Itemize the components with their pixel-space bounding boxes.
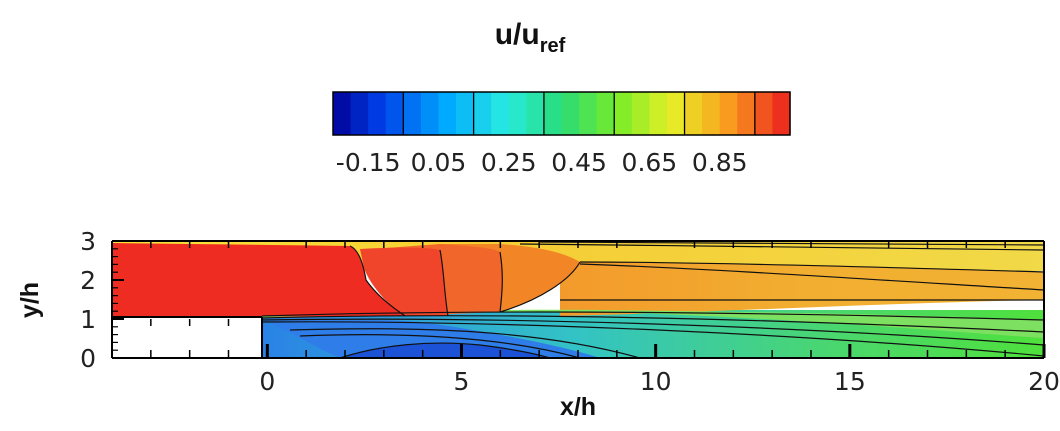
colorbar-band	[368, 92, 387, 135]
y-tick-label: 3	[80, 227, 96, 256]
shear-layer-region	[262, 309, 1044, 338]
colorbar-band	[614, 92, 633, 135]
colorbar-tick-label: 0.45	[551, 148, 607, 177]
core-band-1-region	[360, 247, 448, 316]
colorbar-band	[473, 92, 492, 135]
colorbar-band	[350, 92, 369, 135]
contour-lines	[261, 241, 1044, 358]
colorbar-band	[684, 92, 703, 135]
colorbar-band	[631, 92, 650, 135]
colorbar-band	[772, 92, 791, 135]
colorbar-band	[438, 92, 457, 135]
colorbar-tick-label: 0.65	[622, 148, 678, 177]
colorbar-band	[403, 92, 422, 135]
colorbar-band	[754, 92, 774, 135]
colorbar-band	[719, 92, 738, 135]
downstream-core-region	[560, 262, 1044, 316]
colorbar-bands	[333, 92, 791, 135]
colorbar-band	[579, 92, 598, 135]
y-tick-label: 2	[80, 266, 96, 295]
colorbar-frame	[332, 91, 791, 136]
colorbar-band	[702, 92, 721, 135]
x-tick-label: 0	[259, 367, 275, 396]
x-tick-label: 5	[454, 367, 470, 396]
chart-title: u/uref	[495, 18, 566, 57]
colorbar-band	[543, 92, 563, 135]
colorbar-band	[420, 92, 440, 135]
chart-title-subscript: ref	[540, 35, 566, 57]
x-tick-label: 15	[834, 367, 866, 396]
colorbar-band	[649, 92, 668, 135]
axes: 0 5 10 15 20 0 1 2 3	[80, 227, 1060, 396]
colorbar-tick-label: 0.85	[692, 148, 748, 177]
x-tick-label: 20	[1028, 367, 1060, 396]
x-tick-label: 10	[640, 367, 672, 396]
colorbar-band	[526, 92, 545, 135]
y-axis-label: y/h	[16, 282, 44, 318]
colorbar-band	[385, 92, 404, 135]
colorbar-tick-labels: -0.15 0.05 0.25 0.45 0.65 0.85	[336, 148, 748, 177]
plot-area	[112, 241, 1044, 358]
colorbar-band	[508, 92, 527, 135]
x-axis-label: x/h	[560, 393, 596, 421]
colorbar-tick-label: -0.15	[336, 148, 401, 177]
colorbar-band	[456, 92, 475, 135]
backward-facing-step	[112, 318, 262, 358]
colorbar-tick-label: 0.05	[411, 148, 467, 177]
colorbar: -0.15 0.05 0.25 0.45 0.65 0.85	[332, 91, 791, 177]
inlet-core-region	[112, 243, 405, 317]
colorbar-band	[491, 92, 510, 135]
chart-title-base: u/u	[495, 18, 540, 51]
y-tick-label: 0	[80, 344, 96, 373]
colorbar-band	[666, 92, 686, 135]
y-tick-label: 1	[80, 305, 96, 334]
colorbar-level-lines	[402, 92, 756, 135]
colorbar-band	[333, 92, 352, 135]
colorbar-band	[596, 92, 615, 135]
colorbar-tick-label: 0.25	[481, 148, 537, 177]
colorbar-band	[561, 92, 580, 135]
colorbar-band	[737, 92, 756, 135]
